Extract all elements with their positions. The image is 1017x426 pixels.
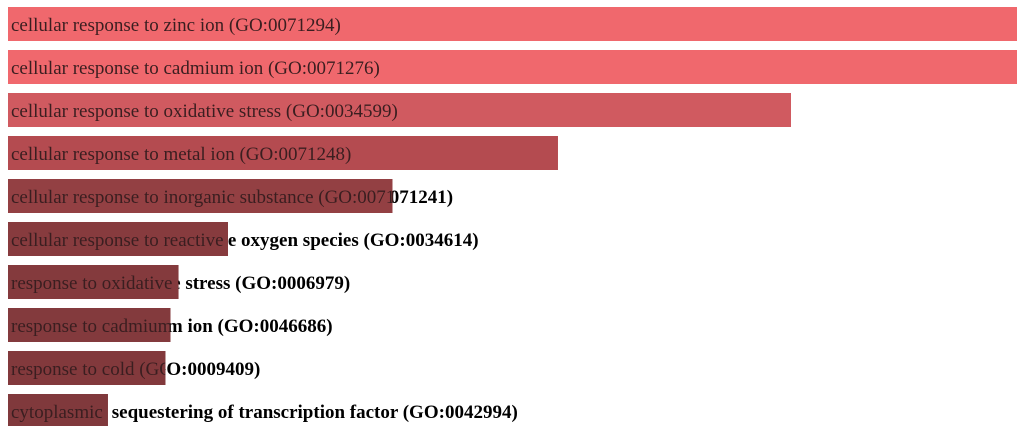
bar-label-inside: cellular response to oxidative stress (G… bbox=[11, 101, 398, 122]
bar-label-inside: cellular response to inorganic substance… bbox=[11, 187, 430, 208]
bar-label-inside: cellular response to metal ion (GO:00712… bbox=[11, 144, 351, 165]
bar-label-inside: cellular response to cadmium ion (GO:007… bbox=[11, 58, 380, 79]
labels-layer: cellular response to zinc ion (GO:007129… bbox=[8, 7, 1017, 426]
bar-label-inside: cellular response to zinc ion (GO:007129… bbox=[11, 15, 341, 36]
